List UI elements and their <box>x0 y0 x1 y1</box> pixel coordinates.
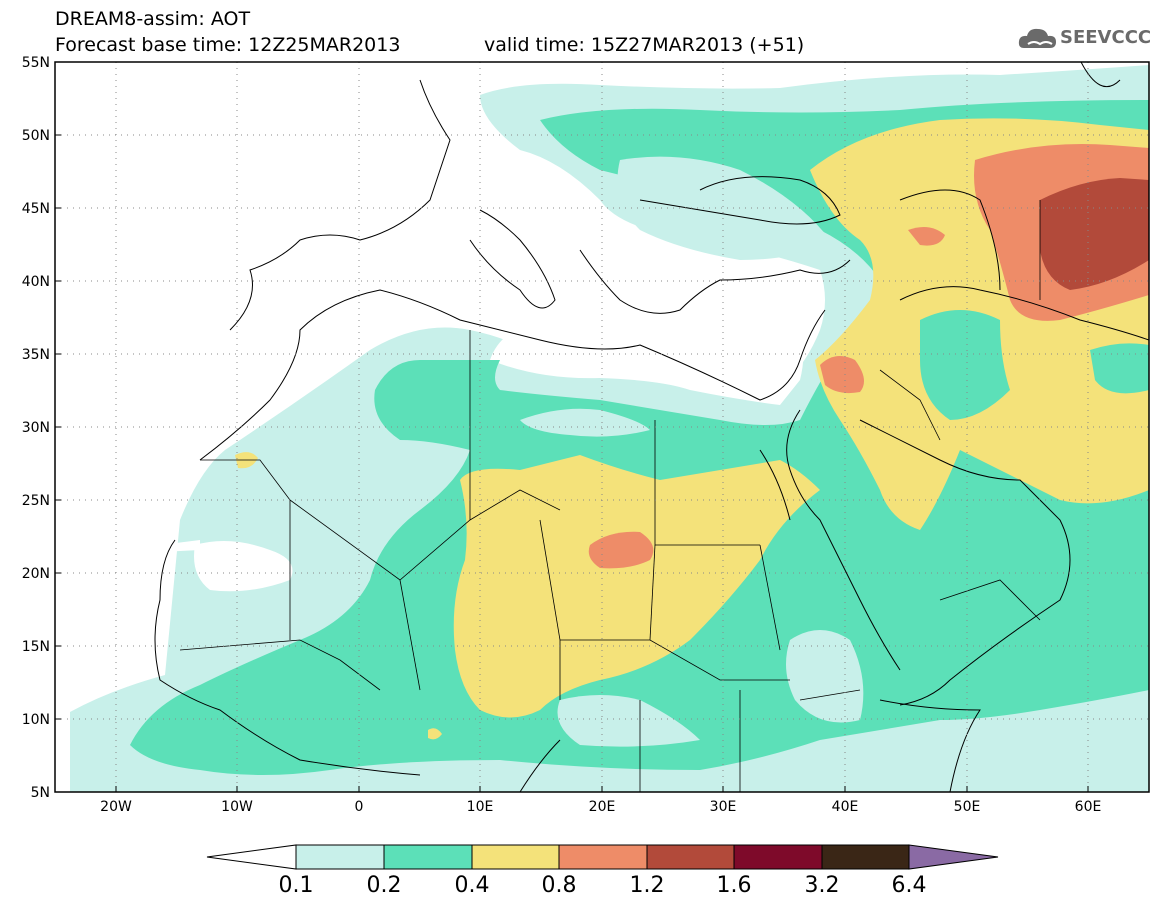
colorbar-label: 1.2 <box>630 873 665 898</box>
colorbar-bin <box>295 844 385 870</box>
colorbar-label: 3.2 <box>805 873 840 898</box>
lat-label: 50N <box>22 128 50 144</box>
colorbar-bin <box>471 844 560 870</box>
lat-label: 20N <box>22 566 50 582</box>
contour-0.4 <box>453 455 820 718</box>
title-line-1: DREAM8-assim: AOT <box>55 8 251 30</box>
lat-label: 10N <box>22 712 50 728</box>
colorbar-high-extend <box>908 844 999 870</box>
colorbar-bin <box>558 844 648 870</box>
grid <box>55 62 1149 792</box>
valid-time: valid time: 15Z27MAR2013 (+51) <box>484 34 805 56</box>
lon-label: 10E <box>467 799 494 815</box>
forecast-base-time: Forecast base time: 12Z25MAR2013 <box>55 34 401 56</box>
colorbar-bin <box>821 844 910 870</box>
lon-labels: 20W 10W 0 10E 20E 30E 40E 50E 60E <box>100 799 1101 815</box>
lat-label: 45N <box>22 201 50 217</box>
colorbar: 0.1 0.2 0.4 0.8 1.2 1.6 3.2 6.4 <box>206 844 999 898</box>
colorbar-label: 0.2 <box>367 873 402 898</box>
lat-labels: 55N 50N 45N 40N 35N 30N 25N 20N 15N 10N … <box>22 55 50 801</box>
colorbar-label: 6.4 <box>892 873 927 898</box>
lon-label: 10W <box>221 799 253 815</box>
lon-label: 20E <box>589 799 616 815</box>
aot-field <box>70 65 1149 792</box>
lat-label: 5N <box>31 785 50 801</box>
lat-label: 35N <box>22 347 50 363</box>
lon-label: 40E <box>832 799 859 815</box>
lon-label: 60E <box>1075 799 1102 815</box>
lon-label: 50E <box>954 799 981 815</box>
lat-label: 30N <box>22 420 50 436</box>
colorbar-label: 0.1 <box>279 873 314 898</box>
lat-label: 40N <box>22 274 50 290</box>
colorbar-label: 0.8 <box>542 873 577 898</box>
colorbar-low-extend <box>206 844 297 870</box>
contour-0.8 <box>588 531 654 569</box>
lat-label: 25N <box>22 493 50 509</box>
seevccc-logo <box>1018 28 1056 48</box>
lon-label: 20W <box>100 799 132 815</box>
borders <box>179 200 1041 792</box>
colorbar-label: 1.6 <box>717 873 752 898</box>
lat-label: 15N <box>22 639 50 655</box>
colorbar-bin <box>646 844 735 870</box>
colorbar-bin <box>383 844 473 870</box>
colorbar-bin <box>733 844 823 870</box>
logo-text: SEEVCCC <box>1060 27 1152 48</box>
cloud-icon <box>1018 28 1056 48</box>
colorbar-label: 0.4 <box>455 873 490 898</box>
lon-label: 0 <box>355 799 364 815</box>
lat-label: 55N <box>22 55 50 71</box>
contour-1.2 <box>1040 178 1149 290</box>
lon-label: 30E <box>710 799 737 815</box>
coastlines <box>154 62 1149 792</box>
